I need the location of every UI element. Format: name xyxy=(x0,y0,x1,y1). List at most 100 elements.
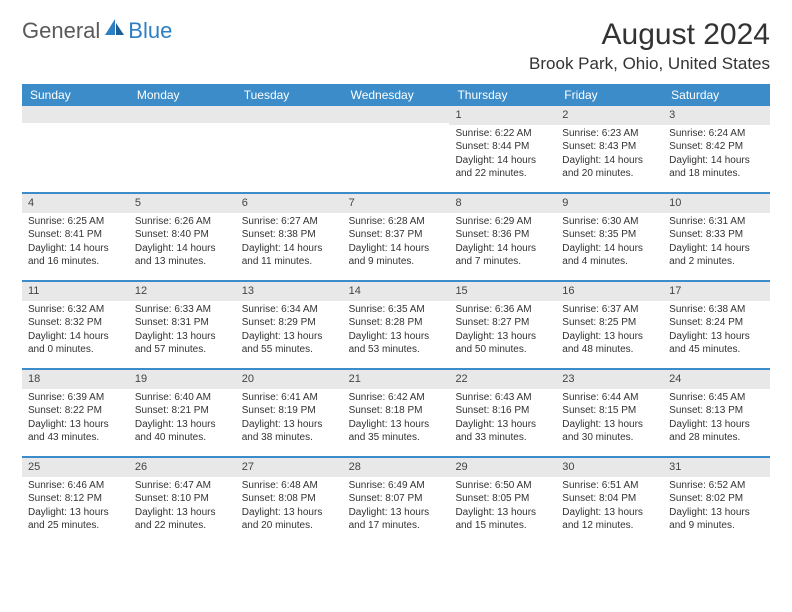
day-number: 23 xyxy=(556,370,663,389)
daylight-text: Daylight: 13 hours and 12 minutes. xyxy=(562,506,657,533)
day-details: Sunrise: 6:31 AMSunset: 8:33 PMDaylight:… xyxy=(663,213,770,275)
daylight-text: Daylight: 13 hours and 38 minutes. xyxy=(242,418,337,445)
daylight-text: Daylight: 13 hours and 43 minutes. xyxy=(28,418,123,445)
sunset-text: Sunset: 8:21 PM xyxy=(135,404,230,418)
day-number xyxy=(129,106,236,123)
day-cell: 11Sunrise: 6:32 AMSunset: 8:32 PMDayligh… xyxy=(22,282,129,368)
logo-sail-icon xyxy=(104,18,126,36)
day-cell: 12Sunrise: 6:33 AMSunset: 8:31 PMDayligh… xyxy=(129,282,236,368)
day-details: Sunrise: 6:48 AMSunset: 8:08 PMDaylight:… xyxy=(236,477,343,539)
day-cell: 28Sunrise: 6:49 AMSunset: 8:07 PMDayligh… xyxy=(343,458,450,544)
day-cell xyxy=(343,106,450,192)
day-number: 1 xyxy=(449,106,556,125)
daylight-text: Daylight: 13 hours and 45 minutes. xyxy=(669,330,764,357)
daylight-text: Daylight: 13 hours and 48 minutes. xyxy=(562,330,657,357)
day-details: Sunrise: 6:33 AMSunset: 8:31 PMDaylight:… xyxy=(129,301,236,363)
daylight-text: Daylight: 13 hours and 40 minutes. xyxy=(135,418,230,445)
daylight-text: Daylight: 14 hours and 2 minutes. xyxy=(669,242,764,269)
day-details: Sunrise: 6:40 AMSunset: 8:21 PMDaylight:… xyxy=(129,389,236,451)
day-cell: 1Sunrise: 6:22 AMSunset: 8:44 PMDaylight… xyxy=(449,106,556,192)
day-number: 5 xyxy=(129,194,236,213)
sunrise-text: Sunrise: 6:41 AM xyxy=(242,391,337,405)
day-details: Sunrise: 6:46 AMSunset: 8:12 PMDaylight:… xyxy=(22,477,129,539)
day-number xyxy=(343,106,450,123)
sunset-text: Sunset: 8:18 PM xyxy=(349,404,444,418)
daylight-text: Daylight: 13 hours and 28 minutes. xyxy=(669,418,764,445)
day-details: Sunrise: 6:27 AMSunset: 8:38 PMDaylight:… xyxy=(236,213,343,275)
sunrise-text: Sunrise: 6:33 AM xyxy=(135,303,230,317)
day-cell: 31Sunrise: 6:52 AMSunset: 8:02 PMDayligh… xyxy=(663,458,770,544)
logo: General Blue xyxy=(22,18,172,44)
day-number: 17 xyxy=(663,282,770,301)
daylight-text: Daylight: 13 hours and 33 minutes. xyxy=(455,418,550,445)
sunrise-text: Sunrise: 6:43 AM xyxy=(455,391,550,405)
day-cell: 23Sunrise: 6:44 AMSunset: 8:15 PMDayligh… xyxy=(556,370,663,456)
daylight-text: Daylight: 13 hours and 30 minutes. xyxy=(562,418,657,445)
day-cell: 9Sunrise: 6:30 AMSunset: 8:35 PMDaylight… xyxy=(556,194,663,280)
sunset-text: Sunset: 8:25 PM xyxy=(562,316,657,330)
sunset-text: Sunset: 8:35 PM xyxy=(562,228,657,242)
day-number: 12 xyxy=(129,282,236,301)
day-details: Sunrise: 6:24 AMSunset: 8:42 PMDaylight:… xyxy=(663,125,770,187)
day-number: 10 xyxy=(663,194,770,213)
day-number: 9 xyxy=(556,194,663,213)
daylight-text: Daylight: 14 hours and 7 minutes. xyxy=(455,242,550,269)
week-row: 18Sunrise: 6:39 AMSunset: 8:22 PMDayligh… xyxy=(22,368,770,456)
daylight-text: Daylight: 14 hours and 0 minutes. xyxy=(28,330,123,357)
day-cell: 26Sunrise: 6:47 AMSunset: 8:10 PMDayligh… xyxy=(129,458,236,544)
day-cell: 5Sunrise: 6:26 AMSunset: 8:40 PMDaylight… xyxy=(129,194,236,280)
day-details: Sunrise: 6:23 AMSunset: 8:43 PMDaylight:… xyxy=(556,125,663,187)
day-details: Sunrise: 6:39 AMSunset: 8:22 PMDaylight:… xyxy=(22,389,129,451)
sunset-text: Sunset: 8:15 PM xyxy=(562,404,657,418)
daylight-text: Daylight: 14 hours and 16 minutes. xyxy=(28,242,123,269)
sunset-text: Sunset: 8:22 PM xyxy=(28,404,123,418)
day-cell: 8Sunrise: 6:29 AMSunset: 8:36 PMDaylight… xyxy=(449,194,556,280)
sunrise-text: Sunrise: 6:44 AM xyxy=(562,391,657,405)
sunrise-text: Sunrise: 6:51 AM xyxy=(562,479,657,493)
sunset-text: Sunset: 8:24 PM xyxy=(669,316,764,330)
sunrise-text: Sunrise: 6:52 AM xyxy=(669,479,764,493)
day-number: 31 xyxy=(663,458,770,477)
daylight-text: Daylight: 14 hours and 11 minutes. xyxy=(242,242,337,269)
day-details: Sunrise: 6:44 AMSunset: 8:15 PMDaylight:… xyxy=(556,389,663,451)
weekday-header: Thursday xyxy=(449,84,556,106)
sunrise-text: Sunrise: 6:50 AM xyxy=(455,479,550,493)
daylight-text: Daylight: 13 hours and 20 minutes. xyxy=(242,506,337,533)
sunrise-text: Sunrise: 6:47 AM xyxy=(135,479,230,493)
day-details: Sunrise: 6:49 AMSunset: 8:07 PMDaylight:… xyxy=(343,477,450,539)
sunset-text: Sunset: 8:31 PM xyxy=(135,316,230,330)
sunrise-text: Sunrise: 6:34 AM xyxy=(242,303,337,317)
day-cell: 21Sunrise: 6:42 AMSunset: 8:18 PMDayligh… xyxy=(343,370,450,456)
sunset-text: Sunset: 8:41 PM xyxy=(28,228,123,242)
day-number: 22 xyxy=(449,370,556,389)
sunrise-text: Sunrise: 6:27 AM xyxy=(242,215,337,229)
day-details: Sunrise: 6:28 AMSunset: 8:37 PMDaylight:… xyxy=(343,213,450,275)
daylight-text: Daylight: 13 hours and 9 minutes. xyxy=(669,506,764,533)
sunrise-text: Sunrise: 6:29 AM xyxy=(455,215,550,229)
sunset-text: Sunset: 8:42 PM xyxy=(669,140,764,154)
day-cell xyxy=(22,106,129,192)
day-number: 20 xyxy=(236,370,343,389)
day-cell: 15Sunrise: 6:36 AMSunset: 8:27 PMDayligh… xyxy=(449,282,556,368)
sunrise-text: Sunrise: 6:36 AM xyxy=(455,303,550,317)
sunset-text: Sunset: 8:10 PM xyxy=(135,492,230,506)
day-details: Sunrise: 6:43 AMSunset: 8:16 PMDaylight:… xyxy=(449,389,556,451)
day-number: 30 xyxy=(556,458,663,477)
day-cell xyxy=(129,106,236,192)
day-number: 29 xyxy=(449,458,556,477)
daylight-text: Daylight: 13 hours and 15 minutes. xyxy=(455,506,550,533)
daylight-text: Daylight: 13 hours and 57 minutes. xyxy=(135,330,230,357)
sunrise-text: Sunrise: 6:35 AM xyxy=(349,303,444,317)
day-cell: 18Sunrise: 6:39 AMSunset: 8:22 PMDayligh… xyxy=(22,370,129,456)
sunset-text: Sunset: 8:16 PM xyxy=(455,404,550,418)
sunset-text: Sunset: 8:04 PM xyxy=(562,492,657,506)
sunset-text: Sunset: 8:44 PM xyxy=(455,140,550,154)
title-block: August 2024 Brook Park, Ohio, United Sta… xyxy=(529,18,770,74)
day-cell: 19Sunrise: 6:40 AMSunset: 8:21 PMDayligh… xyxy=(129,370,236,456)
day-details: Sunrise: 6:29 AMSunset: 8:36 PMDaylight:… xyxy=(449,213,556,275)
day-cell: 20Sunrise: 6:41 AMSunset: 8:19 PMDayligh… xyxy=(236,370,343,456)
day-number xyxy=(236,106,343,123)
daylight-text: Daylight: 13 hours and 55 minutes. xyxy=(242,330,337,357)
sunrise-text: Sunrise: 6:24 AM xyxy=(669,127,764,141)
day-cell: 3Sunrise: 6:24 AMSunset: 8:42 PMDaylight… xyxy=(663,106,770,192)
